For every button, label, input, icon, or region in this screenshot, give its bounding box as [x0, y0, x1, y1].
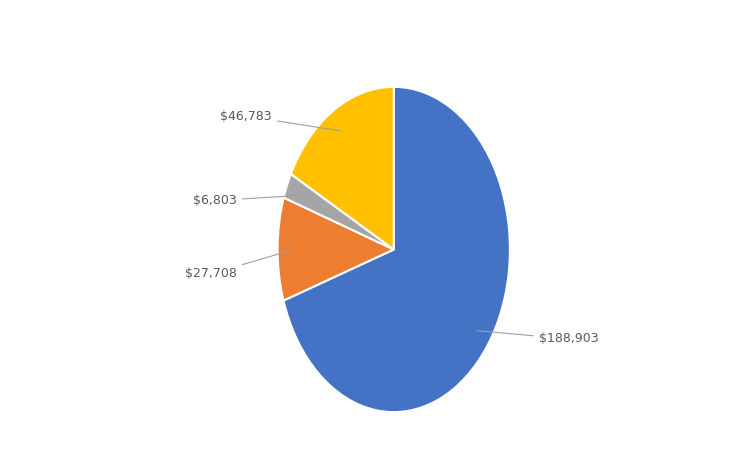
Wedge shape: [278, 198, 394, 301]
Wedge shape: [284, 87, 510, 412]
Text: $6,803: $6,803: [194, 194, 300, 207]
Wedge shape: [284, 174, 394, 249]
Text: $188,903: $188,903: [476, 331, 598, 346]
Text: $27,708: $27,708: [185, 250, 292, 280]
Text: $46,783: $46,783: [220, 109, 340, 131]
Wedge shape: [291, 87, 394, 249]
